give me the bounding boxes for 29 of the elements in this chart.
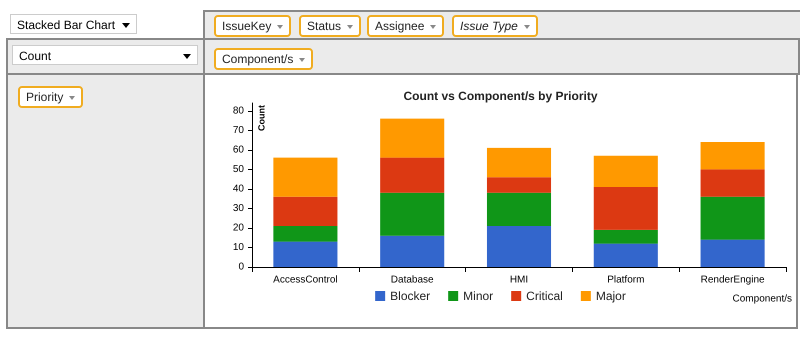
text: Issue Type	[452, 15, 538, 37]
text: IssueKey	[214, 15, 292, 37]
y-tick-label: 10	[232, 242, 244, 253]
y-tick-label: 40	[232, 183, 244, 194]
y-tick-label: 70	[232, 124, 244, 136]
legend-label: Minor	[463, 289, 494, 303]
x-tick-label: RenderEngine	[700, 274, 766, 286]
text: Status	[299, 15, 362, 37]
text: Count	[12, 45, 198, 65]
x-axis-title: Component/s	[732, 294, 792, 304]
text: Component/s	[214, 48, 314, 70]
legend-label: Critical	[526, 289, 563, 303]
chart-title: Count vs Component/s by Priority	[403, 89, 598, 103]
legend-label: Blocker	[390, 289, 430, 303]
y-tick-label: 30	[232, 202, 244, 214]
text: Priority	[18, 86, 84, 108]
y-tick-label: 80	[232, 105, 244, 116]
text: Stacked Bar Chart	[10, 14, 137, 34]
legend-label: Major	[596, 289, 626, 303]
x-tick-label: HMI	[510, 274, 528, 286]
y-axis-title: Count	[256, 105, 266, 131]
text: Assignee	[367, 15, 444, 37]
y-tick-label: 60	[232, 144, 244, 156]
x-tick-label: Platform	[607, 274, 644, 286]
x-tick-label: AccessControl	[273, 274, 338, 286]
x-tick-label: Database	[390, 274, 434, 286]
y-tick-label: 20	[232, 222, 244, 234]
y-tick-label: 0	[238, 262, 244, 272]
y-tick-label: 50	[232, 164, 244, 175]
